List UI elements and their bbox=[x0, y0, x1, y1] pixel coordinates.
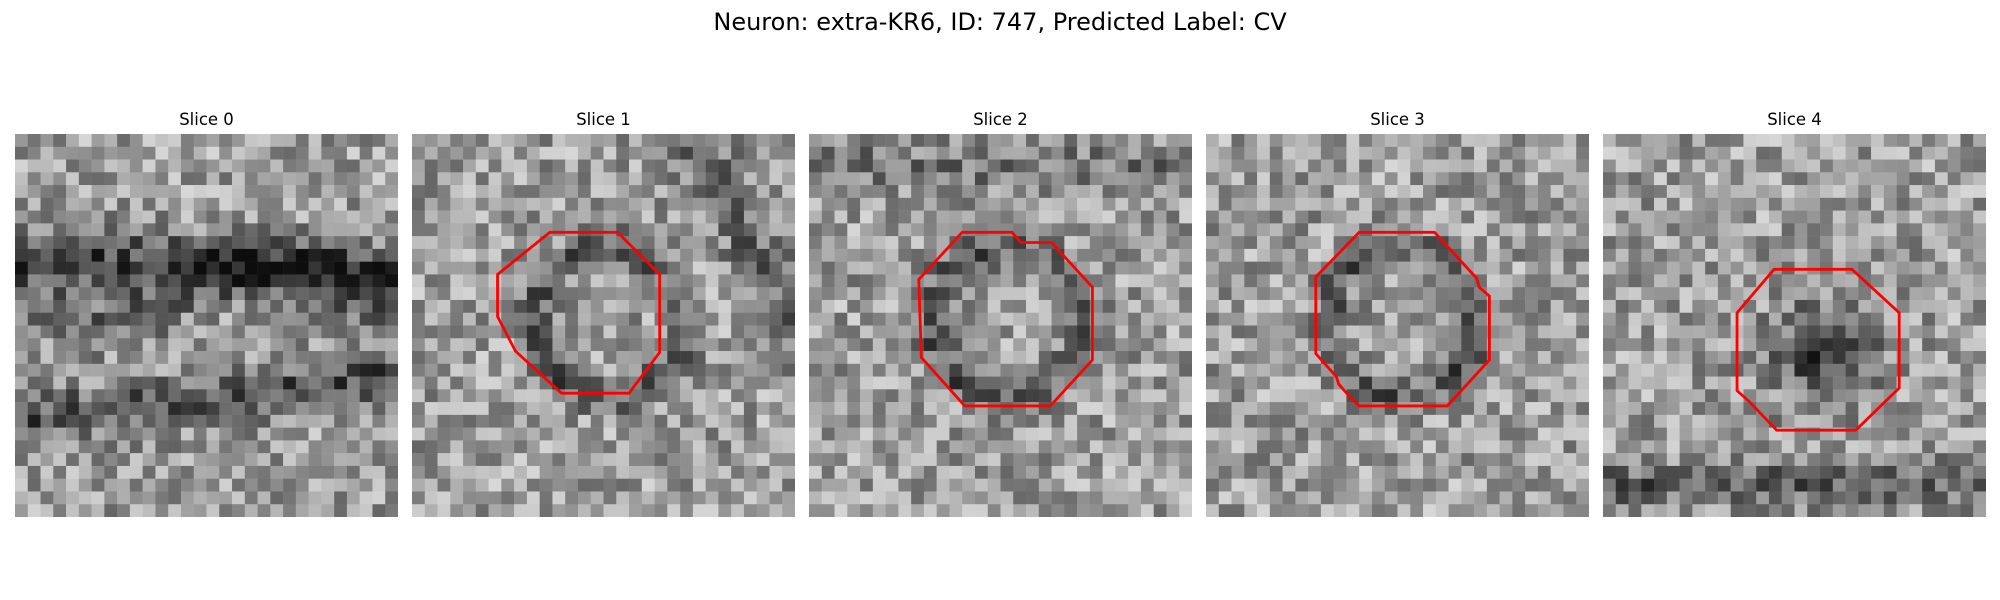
slice-panel-4: Slice 4 bbox=[1603, 108, 1986, 518]
slice-title: Slice 4 bbox=[1767, 110, 1822, 129]
slice-title: Slice 0 bbox=[179, 110, 234, 129]
slice-image bbox=[15, 134, 398, 517]
contour-outline bbox=[1735, 267, 1901, 432]
slice-panel-1: Slice 1 bbox=[412, 108, 795, 518]
contour-outline bbox=[917, 230, 1094, 408]
contour-outline bbox=[496, 230, 662, 395]
slice-title: Slice 2 bbox=[973, 110, 1028, 129]
slice-image bbox=[1206, 134, 1589, 517]
slice-panel-3: Slice 3 bbox=[1206, 108, 1589, 518]
slice-panel-0: Slice 0 bbox=[15, 108, 398, 518]
slice-image bbox=[809, 134, 1192, 517]
slice-image bbox=[412, 134, 795, 517]
slice-panel-2: Slice 2 bbox=[809, 108, 1192, 518]
slice-image bbox=[1603, 134, 1986, 517]
figure-title: Neuron: extra-KR6, ID: 747, Predicted La… bbox=[713, 8, 1287, 36]
slice-title: Slice 1 bbox=[576, 110, 631, 129]
slice-title: Slice 3 bbox=[1370, 110, 1425, 129]
contour-outline bbox=[1314, 230, 1491, 408]
